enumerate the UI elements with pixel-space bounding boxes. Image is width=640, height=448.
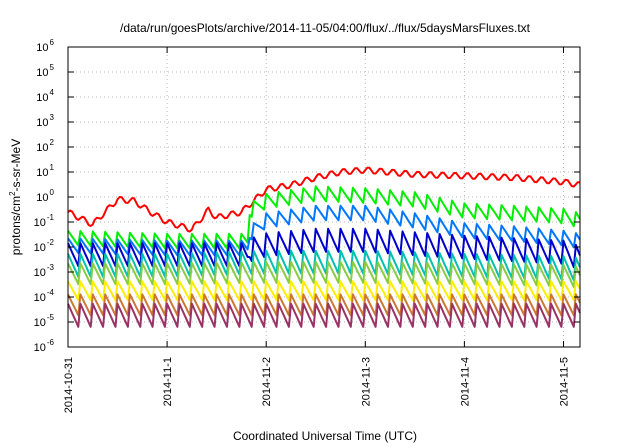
y-tick-label: 10-5 [34, 313, 55, 329]
series-line [67, 302, 581, 328]
y-tick-label: 10-4 [34, 288, 55, 304]
y-tick-label: 100 [36, 188, 54, 204]
y-tick-label: 103 [36, 113, 54, 129]
y-tick-label: 10-1 [34, 213, 55, 229]
y-tick-label: 101 [36, 163, 54, 179]
y-axis-label-sup: 2 [8, 191, 17, 196]
y-tick-exponent: 3 [50, 113, 55, 122]
x-axis-label: Coordinated Universal Time (UTC) [233, 429, 417, 443]
y-tick-label: 104 [36, 88, 54, 104]
y-tick-exponent: 0 [50, 188, 55, 197]
y-tick-exponent: 4 [50, 88, 55, 97]
y-tick-exponent: 5 [50, 63, 55, 72]
series-line [67, 280, 581, 302]
y-tick-exponent: -1 [47, 213, 55, 222]
y-tick-label: 10-6 [34, 338, 55, 354]
y-axis-label: protons/cm2-s-sr-MeV [8, 139, 23, 255]
y-tick-exponent: 6 [50, 38, 55, 47]
x-tick-label: 2014-10-31 [63, 357, 75, 413]
y-tick-label: 102 [36, 138, 54, 154]
y-tick-exponent: 2 [50, 138, 55, 147]
x-tick-label: 2014-11-5 [558, 357, 570, 406]
chart-title: /data/run/goesPlots/archive/2014-11-05/0… [120, 21, 531, 35]
y-tick-exponent: -6 [47, 338, 55, 347]
y-axis-label-prefix: protons/cm [9, 196, 23, 255]
x-tick-label: 2014-11-1 [162, 357, 174, 406]
x-tick-label: 2014-11-3 [360, 357, 372, 406]
y-tick-exponent: -4 [47, 288, 55, 297]
y-tick-label: 10-3 [34, 263, 55, 279]
x-axis-ticks: 2014-10-31 2014-11-1 2014-11-2 2014-11-3 201… [63, 47, 570, 413]
y-tick-label: 106 [36, 38, 54, 54]
series-line [67, 260, 581, 289]
series-group [67, 166, 581, 328]
y-tick-exponent: -3 [47, 263, 55, 272]
x-tick-label: 2014-11-2 [261, 357, 273, 406]
y-axis-label-suffix: -s-sr-MeV [9, 139, 23, 192]
y-tick-exponent: -2 [47, 238, 55, 247]
series-line [67, 166, 581, 233]
y-tick-exponent: -5 [47, 313, 55, 322]
y-tick-label: 10-2 [34, 238, 55, 254]
y-tick-exponent: 1 [50, 163, 55, 172]
y-tick-label: 105 [36, 63, 54, 79]
x-tick-label: 2014-11-4 [459, 357, 471, 406]
